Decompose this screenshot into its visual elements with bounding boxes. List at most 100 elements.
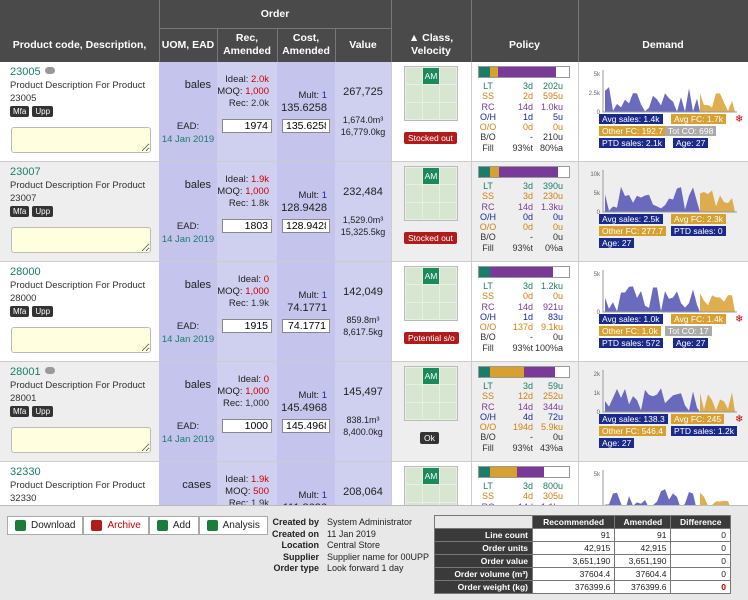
table-row: 23005 Product Description For Product 2300… (0, 62, 748, 162)
policy-row: O/H 1d 5u (478, 112, 573, 122)
download-button[interactable]: Download (7, 516, 84, 535)
header-uom[interactable]: UOM, EAD (161, 38, 215, 51)
note-input[interactable] (11, 227, 151, 253)
line-value: 145,497 (343, 386, 383, 398)
product-code-link[interactable]: 28000 (10, 266, 41, 278)
header-demand[interactable]: Demand (642, 38, 684, 51)
product-code-link[interactable]: 23007 (10, 166, 41, 178)
mult: Mult: 1 (298, 290, 327, 301)
header-product[interactable]: Product code, Description, (12, 38, 147, 51)
policy-row: Fill 93%t 43%a (478, 443, 573, 453)
demand-stat-pill: Other FC: 546.4 (599, 426, 666, 436)
analysis-label: Analysis (222, 520, 260, 531)
summary-row: Order volume (m³) 37604.4 37604.4 0 (434, 567, 731, 581)
rec-cell: Ideal: 0 MOQ: 1,000 Rec: 1,000 (217, 362, 277, 461)
rec-moq: MOQ: 1,000 (217, 286, 269, 297)
rec-ideal-value: 1.9k (251, 174, 269, 185)
class-velocity-grid[interactable]: AM (404, 166, 458, 221)
amend-qty-input[interactable] (222, 319, 272, 333)
add-button[interactable]: Add (148, 516, 199, 535)
policy-key: B/O (480, 132, 496, 143)
mult-label: Mult: (298, 90, 320, 101)
amend-cost-input[interactable] (282, 219, 330, 233)
product-description: Product Description For Product (10, 280, 146, 291)
demand-stat-pill: Avg FC: 245 (671, 414, 725, 424)
class-velocity-grid[interactable]: AM (404, 66, 458, 121)
amend-qty-input[interactable] (222, 419, 272, 433)
policy-units: 921u (542, 301, 563, 312)
comment-icon[interactable] (44, 67, 55, 74)
summary-amended: 37604.4 (614, 567, 672, 581)
mult-label: Mult: (298, 290, 320, 301)
analysis-button[interactable]: Analysis (198, 516, 268, 535)
rec-rec-value: 1,000 (245, 398, 269, 409)
ead-date: 14 Jan 2019 (161, 134, 215, 145)
summary-amended: 42,915 (614, 541, 672, 555)
rec-moq-label: MOQ: (217, 286, 243, 297)
archive-button[interactable]: Archive (83, 516, 149, 535)
rec-rec-label: Rec: (228, 498, 249, 509)
policy-key: SS (481, 291, 494, 302)
policy-days: 4d (522, 411, 533, 422)
policy-row: SS 2d 595u (478, 91, 573, 101)
demand-stat-pill: Age: 27 (673, 338, 709, 348)
comment-icon[interactable] (44, 367, 55, 374)
rec-rec: Rec: 2.0k (229, 98, 269, 109)
header-policy[interactable]: Policy (509, 38, 540, 51)
amend-cost-input[interactable] (282, 319, 330, 333)
demand-stat-pill: Tot CO: 698 (665, 126, 717, 136)
grid-slot (423, 285, 439, 302)
note-input[interactable] (11, 427, 151, 453)
summary-header-row: Recommended Amended Difference (434, 515, 731, 529)
policy-key: Fill (482, 142, 494, 153)
policy-row: SS 3d 230u (478, 191, 573, 201)
demand-chart[interactable]: 5k 0 (585, 266, 745, 322)
policy-units: 800u (542, 481, 563, 491)
header-class[interactable]: ▲ Class, Velocity (408, 32, 454, 57)
policy-key: RC (481, 101, 495, 112)
header-value[interactable]: Value (349, 38, 377, 51)
product-code-link[interactable]: 32330 (10, 466, 41, 478)
rec-moq-value: 500 (253, 486, 269, 497)
amend-qty-input[interactable] (222, 119, 272, 133)
amend-qty-input[interactable] (222, 219, 272, 233)
ead-date: 14 Jan 2019 (161, 434, 215, 445)
cost-value: 145.4968 (281, 402, 327, 414)
summary-difference: 0 (670, 554, 731, 568)
header-rec[interactable]: Rec, Amended (223, 32, 271, 57)
policy-units: 0u (552, 211, 563, 222)
policy-bar-segment (498, 167, 559, 177)
class-badge: AM (423, 368, 439, 385)
rec-moq: MOQ: 1,000 (217, 186, 269, 197)
rec-rec: Rec: 1.9k (229, 298, 269, 309)
header-cost[interactable]: Cost, Amended (282, 32, 330, 57)
class-velocity-grid[interactable]: AM (404, 366, 458, 421)
demand-chart[interactable]: 5k 2.5k 0 (585, 66, 745, 122)
policy-units: 252u (542, 391, 563, 402)
note-input[interactable] (11, 127, 151, 153)
note-input[interactable] (11, 327, 151, 353)
product-code-link[interactable]: 28001 (10, 366, 41, 378)
ead-label: EAD: (176, 221, 200, 232)
ead-block: EAD: 14 Jan 2019 (159, 220, 217, 246)
policy-days: 2d (522, 91, 533, 102)
policy-row: LT 3d 59u (478, 381, 573, 391)
mult: Mult: 1 (298, 190, 327, 201)
policy-days: 3d (522, 481, 533, 491)
class-velocity-grid[interactable]: AM (404, 266, 458, 321)
rec-moq-value: 1,000 (245, 186, 269, 197)
policy-key: RC (481, 201, 495, 212)
demand-chart[interactable]: 2k 1k 0 (585, 366, 745, 422)
amend-cost-input[interactable] (282, 119, 330, 133)
policy-key: RC (481, 301, 495, 312)
product-code-link[interactable]: 23005 (10, 66, 41, 78)
y-tick-label: 0 (597, 210, 601, 216)
policy-key: O/O (479, 222, 497, 233)
uom-cell: bales EAD: 14 Jan 2019 (159, 362, 217, 461)
demand-stat-pill: Avg FC: 1.4k (671, 314, 726, 324)
amend-cost-input[interactable] (282, 419, 330, 433)
demand-chart[interactable]: 10k 5k 0 (585, 166, 745, 222)
policy-key: SS (481, 191, 494, 202)
forecast-area (700, 293, 735, 312)
